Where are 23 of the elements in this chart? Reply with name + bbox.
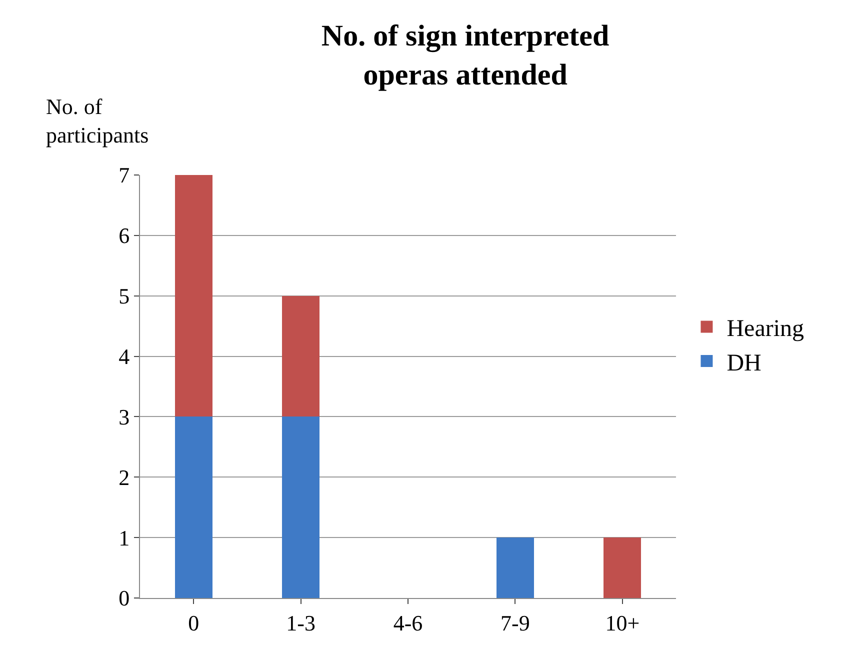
bar xyxy=(174,416,212,598)
x-tick-label: 0 xyxy=(188,610,200,636)
x-tick-label: 10+ xyxy=(605,610,640,636)
y-tick-label: 7 xyxy=(118,162,130,188)
y-tick-label: 1 xyxy=(118,525,130,550)
legend-label: Hearing xyxy=(726,316,804,342)
chart-title: No. of sign interpreted operas attended xyxy=(321,19,610,92)
y-tick-label: 0 xyxy=(118,586,130,611)
bar xyxy=(174,175,212,417)
bar xyxy=(496,538,534,598)
y-tick-label: 6 xyxy=(118,223,130,248)
bar xyxy=(282,416,320,598)
bar xyxy=(604,538,642,598)
legend-label: DH xyxy=(726,350,762,376)
y-tick-label: 4 xyxy=(118,344,130,369)
x-tick-label: 4-6 xyxy=(393,610,423,636)
x-tick-label: 7-9 xyxy=(500,610,530,636)
y-tick-label: 5 xyxy=(118,284,130,309)
y-tick-label: 2 xyxy=(118,464,130,490)
bar xyxy=(282,296,320,417)
y-axis-title: No. of participants xyxy=(46,94,149,148)
x-tick-label: 1-3 xyxy=(286,610,316,636)
y-tick-label: 3 xyxy=(118,404,130,430)
